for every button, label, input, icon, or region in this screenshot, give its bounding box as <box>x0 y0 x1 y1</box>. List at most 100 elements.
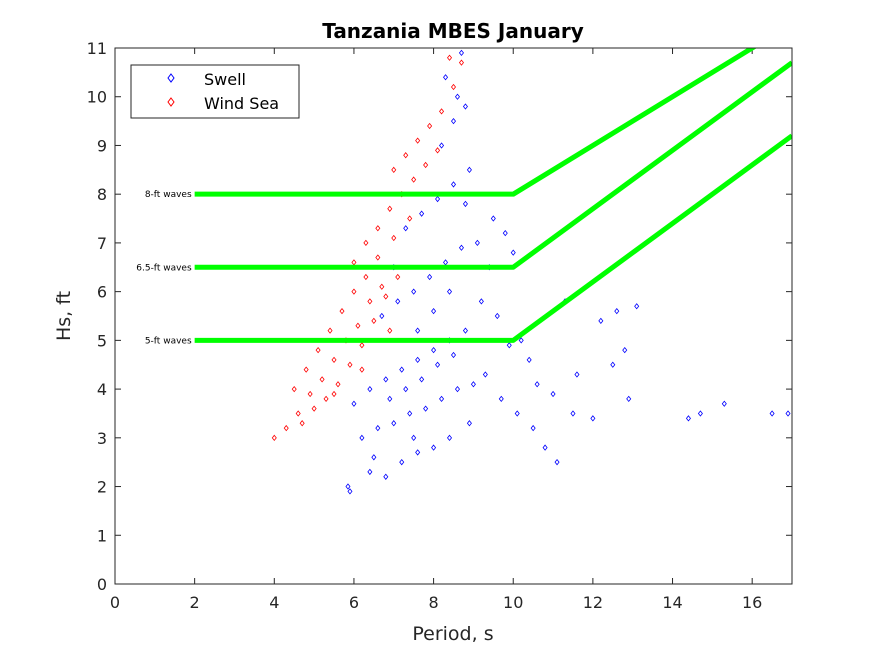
wind-sea-point <box>363 239 369 247</box>
swell-point <box>399 366 405 373</box>
swell-point <box>383 376 389 383</box>
swell-point <box>447 288 453 295</box>
y-tick-label: 8 <box>97 185 107 204</box>
wind-sea-point <box>411 176 417 183</box>
legend: Swell Wind Sea <box>130 64 300 119</box>
swell-point <box>443 74 449 81</box>
swell-point <box>435 195 441 203</box>
swell-point <box>379 312 385 320</box>
x-tick-label: 14 <box>662 593 682 612</box>
wind-sea-point <box>415 137 421 144</box>
y-tick-label: 11 <box>87 39 107 58</box>
swell-point <box>431 444 437 451</box>
wind-sea-point <box>331 390 337 398</box>
y-axis-label: Hs, ft <box>53 291 75 341</box>
swell-point <box>447 434 453 441</box>
wind-sea-point <box>331 356 337 363</box>
swell-point <box>419 210 425 217</box>
reference-line <box>194 133 792 343</box>
swell-point <box>367 385 373 393</box>
wind-sea-point <box>367 298 373 305</box>
chart-title: Tanzania MBES January <box>322 19 583 43</box>
swell-point <box>450 351 457 359</box>
reference-lines <box>194 48 792 343</box>
swell-point <box>610 361 616 368</box>
x-tick-label: 12 <box>583 593 603 612</box>
swell-point <box>570 410 576 417</box>
swell-point <box>462 327 468 334</box>
wind-sea-point <box>335 381 341 388</box>
swell-point <box>470 381 476 388</box>
wind-sea-point <box>359 342 365 349</box>
swell-point <box>462 103 468 110</box>
swell-point <box>439 142 445 149</box>
wind-sea-point <box>271 434 277 441</box>
swell-point <box>769 410 775 417</box>
swell-point <box>391 420 397 427</box>
swell-point <box>371 454 377 461</box>
swell-point <box>399 459 405 466</box>
swell-point <box>431 307 437 315</box>
y-tick-labels: 0 1 2 3 4 5 6 7 8 9 10 11 <box>87 39 107 594</box>
x-tick-label: 10 <box>503 593 523 612</box>
swell-point <box>510 249 516 256</box>
legend-box <box>130 64 300 119</box>
swell-point <box>351 400 357 407</box>
swell-point <box>411 288 417 295</box>
reference-line-labels: 8-ft waves 6.5-ft waves 5-ft waves <box>136 190 192 346</box>
wind-sea-point <box>379 283 385 290</box>
swell-point <box>419 376 425 383</box>
legend-swell-marker <box>167 73 175 83</box>
swell-point <box>415 327 421 334</box>
swell-point <box>626 395 632 402</box>
y-tick-label: 6 <box>97 283 107 302</box>
swell-point <box>482 371 488 378</box>
swell-point <box>375 424 381 432</box>
wind-sea-point <box>323 395 329 402</box>
swell-point <box>359 434 365 441</box>
wind-sea-point <box>299 420 305 427</box>
x-tick-label: 4 <box>269 593 279 612</box>
swell-point <box>526 356 532 363</box>
swell-point <box>466 420 472 427</box>
x-tick-labels: 0 2 4 6 8 10 12 14 16 <box>110 593 762 612</box>
wind-sea-point <box>327 327 333 334</box>
wind-sea-point <box>347 361 353 368</box>
wind-sea-point <box>375 254 381 261</box>
wind-sea-point <box>339 307 345 315</box>
swell-point <box>534 381 540 388</box>
y-tick-label: 4 <box>97 380 107 399</box>
legend-wind-sea-marker <box>167 97 175 107</box>
wind-sea-point <box>407 215 413 222</box>
swell-point <box>550 390 556 398</box>
y-tick-label: 1 <box>97 526 107 545</box>
wind-sea-point <box>351 288 357 295</box>
wind-sea-point <box>435 147 441 154</box>
wind-sea-series <box>271 54 464 441</box>
swell-point <box>403 225 409 232</box>
swell-point <box>458 244 464 251</box>
y-tick-label: 9 <box>97 136 107 155</box>
swell-point <box>494 312 500 320</box>
x-tick-label: 2 <box>190 593 200 612</box>
wind-sea-point <box>458 59 464 66</box>
swell-point <box>387 395 393 402</box>
wind-sea-point <box>355 322 361 329</box>
wind-sea-point <box>403 152 409 159</box>
wind-sea-point <box>427 122 433 130</box>
wind-sea-point <box>423 161 429 169</box>
swell-point <box>458 49 464 57</box>
reference-line <box>194 60 792 270</box>
swell-point <box>435 361 441 368</box>
wind-sea-point <box>371 317 377 325</box>
reference-line-label: 5-ft waves <box>145 336 192 346</box>
wind-sea-point <box>387 327 393 334</box>
swell-point <box>506 342 512 349</box>
swell-point <box>478 298 484 305</box>
wind-sea-point <box>295 410 301 417</box>
wind-sea-point <box>387 205 393 212</box>
swell-point <box>542 444 548 451</box>
swell-point <box>450 117 457 125</box>
swell-point <box>614 307 620 315</box>
x-tick-label: 16 <box>742 593 762 612</box>
